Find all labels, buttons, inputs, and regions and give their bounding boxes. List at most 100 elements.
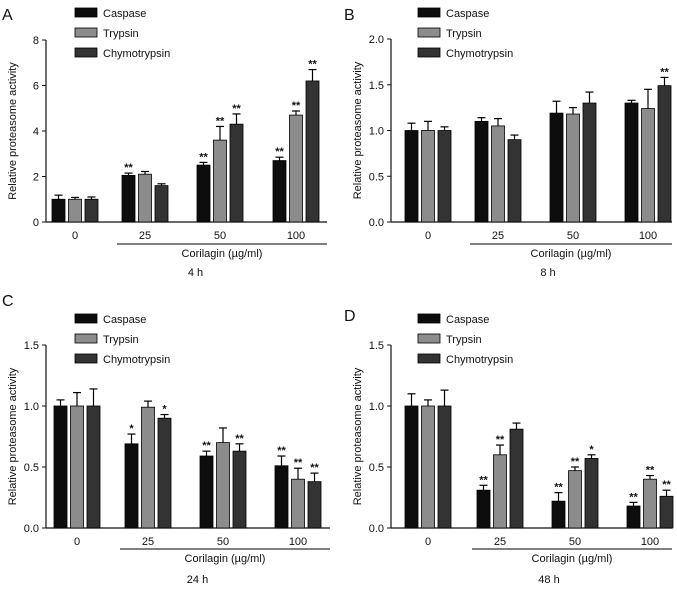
y-tick-label: 1.5 [24, 340, 39, 352]
bar-chymotrypsin [307, 481, 322, 529]
legend: Caspase Trypsin Chymotrypsin [417, 313, 513, 366]
bar-chymotrypsin [509, 428, 524, 529]
x-tick-label: 100 [287, 230, 305, 242]
legend-swatch-trypsin [417, 333, 441, 344]
time-label: 48 h [538, 574, 559, 586]
legend-swatch-trypsin [74, 27, 98, 38]
panel-b: B 0.0 0.5 1.0 1.5 2.0 Relative proteasome acti… [344, 7, 672, 279]
time-label: 24 h [187, 574, 208, 586]
significance-mark: ** [294, 457, 303, 469]
significance-mark: ** [660, 66, 669, 78]
bar-chymotrypsin [232, 450, 247, 529]
legend-label: Trypsin [446, 28, 482, 40]
legend-swatch-chymotrypsin [74, 47, 98, 58]
bar-chymotrypsin [154, 185, 169, 223]
y-tick-label: 6 [33, 81, 39, 93]
significance-mark: ** [479, 474, 488, 486]
legend-swatch-caspase [74, 313, 98, 324]
bar-caspase [199, 455, 214, 529]
legend-swatch-caspase [417, 7, 441, 18]
x-tick-label: 25 [142, 536, 154, 548]
bar-caspase [272, 160, 287, 223]
bar-trypsin [213, 139, 227, 223]
bar-chymotrypsin [582, 102, 597, 223]
y-axis-label: Relative proteasome activity [7, 62, 19, 200]
y-tick-label: 0 [33, 217, 39, 229]
significance-mark: ** [310, 462, 319, 474]
x-tick-label: 25 [492, 230, 504, 242]
bar-chymotrypsin [437, 405, 452, 529]
legend-label: Caspase [103, 314, 146, 326]
bar-trypsin [138, 173, 152, 223]
y-tick-label: 4 [33, 126, 39, 138]
legend-swatch-chymotrypsin [74, 353, 98, 364]
x-tick-label: 0 [425, 230, 431, 242]
legend: Caspase Trypsin Chymotrypsin [74, 7, 170, 60]
bar-chymotrypsin [584, 458, 599, 529]
y-tick-label: 1.5 [369, 80, 384, 92]
bar-caspase [549, 112, 564, 223]
legend: Caspase Trypsin Chymotrypsin [417, 7, 513, 60]
significance-mark: ** [232, 103, 241, 115]
x-tick-label: 0 [72, 230, 78, 242]
legend-swatch-chymotrypsin [417, 47, 441, 58]
x-tick-label: 25 [494, 536, 506, 548]
panel-c: C 0.0 0.5 1.0 1.5 Relative proteasome activit… [2, 293, 330, 586]
bar-caspase [551, 500, 566, 529]
significance-mark: ** [496, 434, 505, 446]
bar-chymotrypsin [659, 495, 674, 529]
bar-chymotrypsin [437, 130, 452, 223]
y-tick-label: 0.0 [369, 523, 384, 535]
bar-caspase [404, 405, 419, 529]
y-axis-label: Relative proteasome activity [352, 367, 364, 505]
bar-trypsin [421, 405, 435, 529]
significance-mark: ** [216, 115, 225, 127]
x-axis-label: Corilagin (µg/ml) [531, 248, 612, 260]
legend: Caspase Trypsin Chymotrypsin [74, 313, 170, 366]
legend-label: Chymotrypsin [446, 354, 513, 366]
x-tick-label: 100 [639, 230, 657, 242]
significance-mark: ** [629, 491, 638, 503]
y-tick-label: 1.5 [369, 340, 384, 352]
legend-swatch-caspase [417, 313, 441, 324]
x-tick-label: 25 [139, 230, 151, 242]
legend-label: Caspase [103, 8, 146, 20]
bar-caspase [476, 489, 491, 529]
significance-mark: ** [124, 162, 133, 174]
bar-trypsin [493, 454, 507, 529]
legend-label: Chymotrypsin [103, 354, 170, 366]
significance-mark: * [162, 404, 167, 416]
bar-trypsin [491, 125, 505, 223]
significance-mark: ** [308, 59, 317, 71]
bar-chymotrypsin [507, 139, 522, 223]
panel-label: D [344, 308, 356, 325]
legend-label: Chymotrypsin [446, 48, 513, 60]
time-label: 4 h [188, 267, 203, 279]
significance-mark: * [589, 444, 594, 456]
significance-mark: ** [275, 146, 284, 158]
legend-label: Chymotrypsin [103, 48, 170, 60]
significance-mark: ** [646, 465, 655, 477]
bar-trypsin [289, 114, 303, 223]
significance-mark: ** [292, 100, 301, 112]
panel-d: D 0.0 0.5 1.0 1.5 Relative proteasome activit… [344, 308, 674, 586]
y-tick-label: 0.0 [24, 523, 39, 535]
panel-label: B [344, 7, 355, 24]
x-tick-label: 50 [214, 230, 226, 242]
y-tick-label: 1.0 [369, 126, 384, 138]
y-axis-label: Relative proteasome activity [7, 367, 19, 505]
significance-mark: ** [554, 482, 563, 494]
bar-chymotrypsin [84, 198, 99, 223]
legend-label: Caspase [446, 8, 489, 20]
bar-trypsin [643, 478, 657, 529]
bar-chymotrypsin [305, 80, 320, 223]
x-axis-label: Corilagin (µg/ml) [185, 553, 266, 565]
x-tick-label: 100 [289, 536, 307, 548]
time-label: 8 h [540, 267, 555, 279]
y-tick-label: 0.5 [369, 462, 384, 474]
panel-a: A 0 2 4 6 8 Relative proteasome activity 0 ** 25 *… [2, 7, 327, 279]
bar-trypsin [68, 198, 82, 223]
panel-label: C [2, 293, 14, 310]
bar-caspase [404, 130, 419, 223]
